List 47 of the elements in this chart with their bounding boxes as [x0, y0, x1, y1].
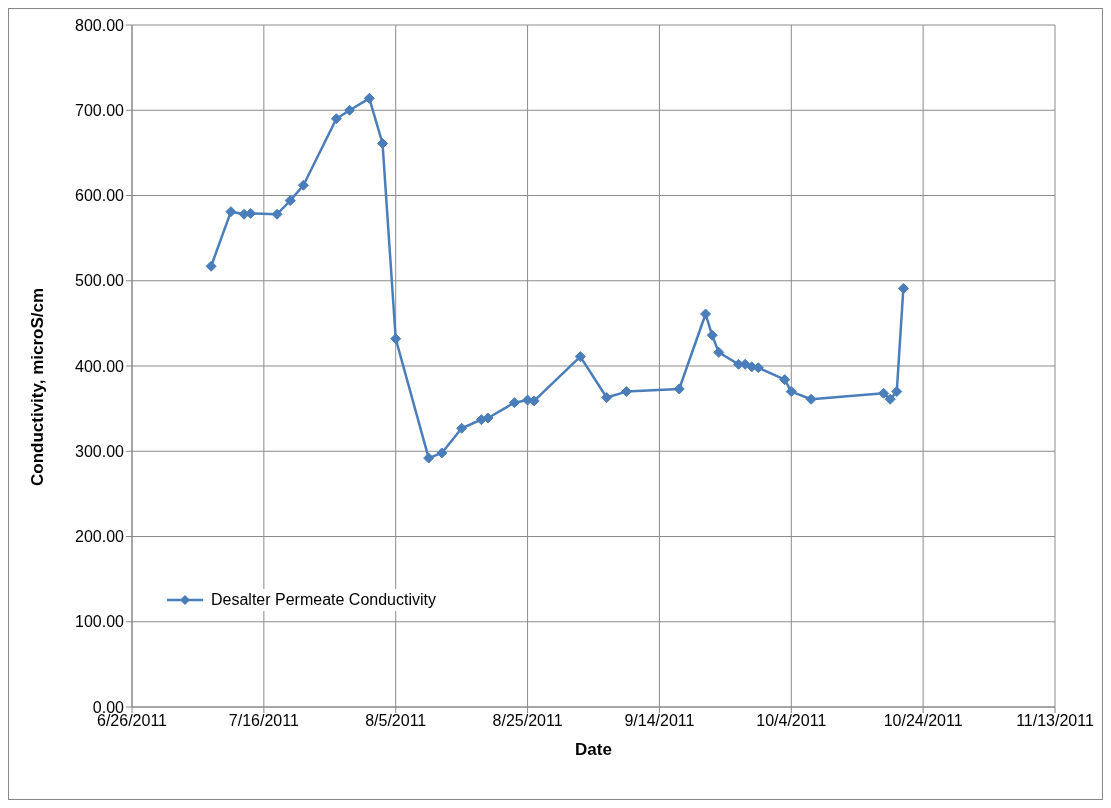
legend-label: Desalter Permeate Conductivity [211, 591, 436, 609]
x-axis-title: Date [575, 740, 612, 759]
x-tick-label: 8/25/2011 [492, 712, 563, 730]
y-tick-label: 400.00 [75, 357, 125, 375]
y-tick-label: 700.00 [75, 101, 125, 119]
y-tick-label: 500.00 [75, 272, 125, 290]
x-tick-label: 9/14/2011 [624, 712, 695, 730]
point [271, 208, 283, 220]
y-axis-title: Conductivity, microS/cm [28, 287, 48, 486]
point [897, 282, 909, 294]
y-tick-label: 800.00 [75, 16, 125, 34]
y-tick-label: 600.00 [75, 187, 125, 205]
x-tick-label: 11/13/2011 [1016, 712, 1094, 730]
point [700, 308, 712, 320]
x-tick-label: 8/5/2011 [365, 712, 427, 730]
x-tick-label: 6/26/2011 [97, 712, 168, 730]
point [706, 329, 718, 341]
point [344, 104, 356, 116]
y-tick-label: 100.00 [75, 613, 125, 631]
point [805, 393, 817, 405]
x-tick-label: 7/16/2011 [228, 712, 299, 730]
x-tick-label: 10/24/2011 [883, 712, 963, 730]
point [330, 113, 342, 125]
point [884, 393, 896, 405]
point [297, 179, 309, 191]
point [878, 387, 890, 399]
point [508, 397, 520, 409]
point [423, 452, 435, 464]
point [456, 422, 468, 434]
point [475, 414, 487, 426]
point [205, 260, 217, 272]
x-tick-label: 10/4/2011 [756, 712, 827, 730]
y-tick-label: 300.00 [75, 442, 125, 460]
point [785, 386, 797, 398]
point [436, 447, 448, 459]
point [377, 138, 389, 149]
point [601, 392, 613, 404]
point [779, 374, 791, 386]
y-tick-label: 200.00 [75, 528, 125, 546]
point [390, 333, 402, 345]
point [574, 351, 586, 363]
point [225, 206, 237, 218]
point [363, 92, 375, 104]
point [620, 386, 632, 398]
point [891, 386, 903, 398]
point [713, 346, 725, 358]
point [284, 195, 296, 207]
